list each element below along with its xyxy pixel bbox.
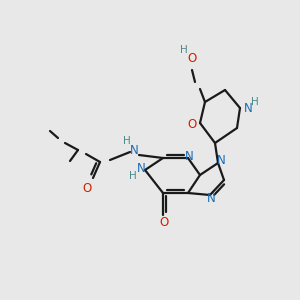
Text: H: H: [180, 45, 188, 55]
Text: N: N: [184, 149, 194, 163]
Text: N: N: [136, 161, 146, 175]
Text: N: N: [244, 101, 252, 115]
Text: N: N: [130, 143, 138, 157]
Text: H: H: [251, 97, 259, 107]
Text: N: N: [217, 154, 225, 166]
Text: N: N: [207, 191, 215, 205]
Text: H: H: [129, 171, 137, 181]
Text: O: O: [188, 118, 196, 130]
Text: O: O: [188, 52, 196, 65]
Text: O: O: [82, 182, 91, 194]
Text: H: H: [123, 136, 131, 146]
Text: O: O: [159, 217, 169, 230]
